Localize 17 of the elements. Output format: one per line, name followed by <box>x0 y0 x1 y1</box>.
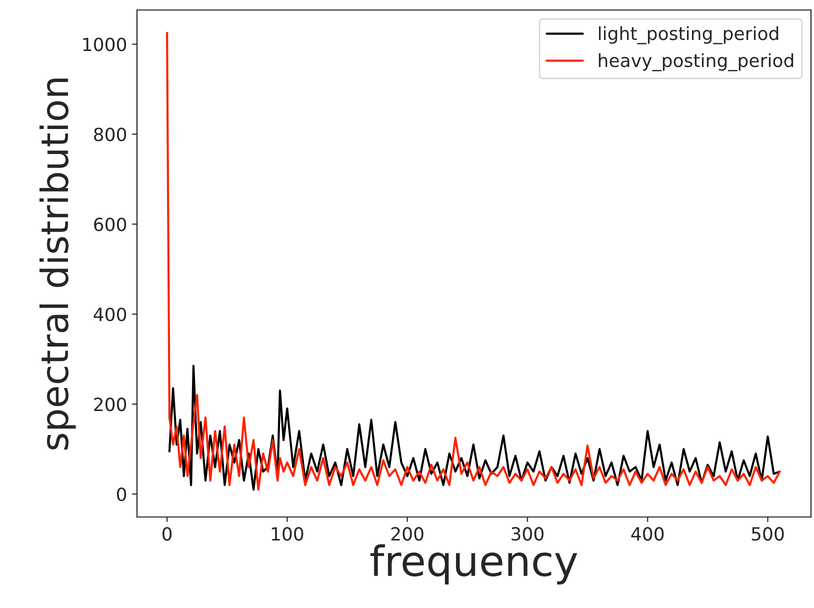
x-tick-label: 0 <box>162 527 172 541</box>
x-tick-label: 300 <box>512 527 544 541</box>
legend-label: heavy_posting_period <box>598 53 794 72</box>
y-tick-label: 600 <box>94 218 126 232</box>
x-tick-label: 100 <box>272 527 304 541</box>
line-series <box>168 364 781 491</box>
y-tick-label: 400 <box>94 308 126 322</box>
x-tick-label: 500 <box>752 527 784 541</box>
x-tick-label: 400 <box>631 527 664 541</box>
x-axis-title: frequency <box>370 544 578 585</box>
y-tick-label: 200 <box>94 398 126 412</box>
legend-label: light_posting_period <box>598 26 778 44</box>
y-tick-label: 1000 <box>83 38 126 52</box>
y-tick-label: 800 <box>94 128 126 142</box>
y-axis-title: spectral distribution <box>39 78 76 450</box>
x-tick-label: 200 <box>391 527 424 541</box>
y-tick-label: 0 <box>116 488 126 502</box>
